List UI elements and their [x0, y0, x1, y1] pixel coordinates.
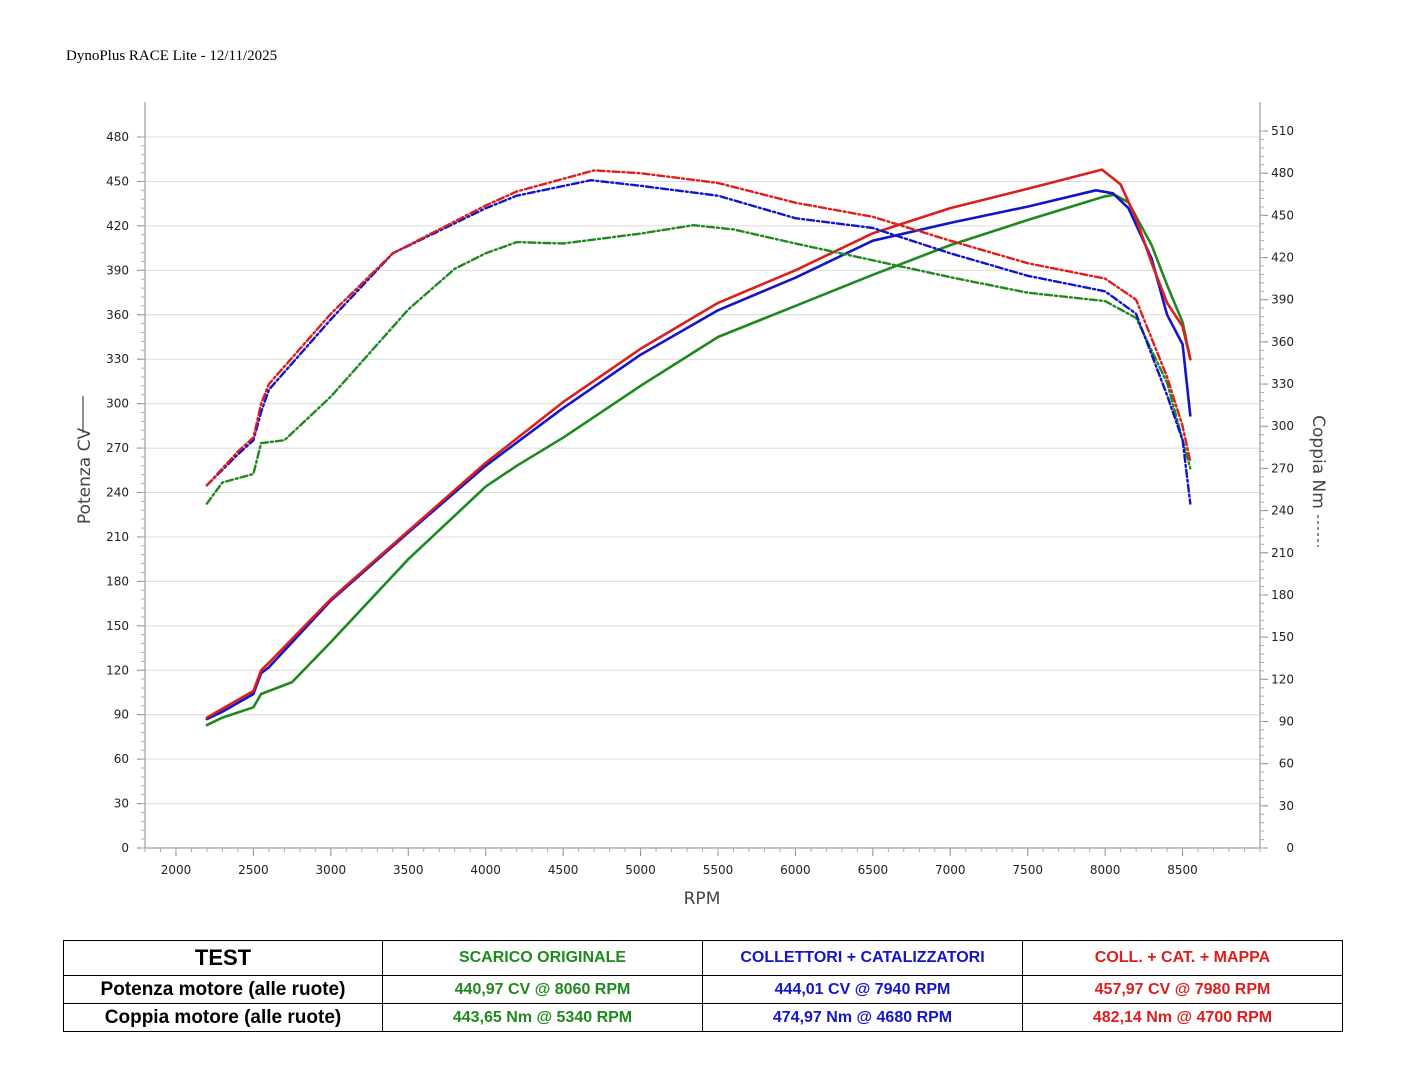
cell-coppia-green: 443,65 Nm @ 5340 RPM	[382, 1003, 703, 1032]
right-tick-label: 450	[1271, 208, 1294, 222]
right-tick-label: 0	[1286, 841, 1294, 855]
cell-potenza-blue: 444,01 CV @ 7940 RPM	[702, 975, 1023, 1004]
grid-lines	[145, 136, 1260, 805]
left-tick-label: 90	[114, 708, 129, 722]
right-tick-label: 510	[1271, 124, 1294, 138]
left-tick-label: 240	[106, 486, 129, 500]
series-line-3	[205, 223, 1192, 505]
series-line-4	[205, 178, 1192, 505]
series-line-5	[205, 169, 1192, 487]
right-tick-label: 60	[1279, 757, 1294, 771]
header-collettori-catalizzatori: COLLETTORI + CATALIZZATORI	[702, 940, 1023, 976]
x-tick-label: 6000	[780, 863, 811, 877]
left-tick-label: 210	[106, 530, 129, 544]
right-tick-label: 390	[1271, 293, 1294, 307]
tick-labels: 0306090120150180210240270300330360390420…	[106, 124, 1294, 877]
dyno-chart: 0306090120150180210240270300330360390420…	[75, 102, 1328, 909]
left-tick-label: 420	[106, 219, 129, 233]
left-axis-title: Potenza CV	[75, 428, 95, 525]
right-tick-label: 240	[1271, 504, 1294, 518]
left-tick-label: 120	[106, 663, 129, 677]
right-tick-label: 90	[1279, 714, 1294, 728]
left-tick-label: 60	[114, 752, 129, 766]
x-tick-label: 6500	[858, 863, 889, 877]
left-tick-label: 390	[106, 263, 129, 277]
right-tick-label: 270	[1271, 461, 1294, 475]
table-row: Potenza motore (alle ruote) 440,97 CV @ …	[63, 975, 1343, 1004]
x-tick-label: 7000	[935, 863, 966, 877]
x-tick-label: 4000	[470, 863, 501, 877]
x-tick-label: 5500	[703, 863, 734, 877]
right-tick-label: 300	[1271, 419, 1294, 433]
right-tick-label: 330	[1271, 377, 1294, 391]
series-line-2	[205, 168, 1192, 719]
x-tick-label: 4500	[548, 863, 579, 877]
header-coll-cat-mappa: COLL. + CAT. + MAPPA	[1022, 940, 1343, 976]
row-label-potenza: Potenza motore (alle ruote)	[63, 975, 383, 1004]
x-tick-label: 8500	[1167, 863, 1198, 877]
results-table: TEST SCARICO ORIGINALE COLLETTORI + CATA…	[63, 940, 1343, 1032]
series-line-1	[205, 189, 1192, 721]
right-tick-label: 420	[1271, 251, 1294, 265]
left-tick-label: 300	[106, 397, 129, 411]
x-tick-label: 3500	[393, 863, 424, 877]
left-tick-label: 360	[106, 308, 129, 322]
cell-coppia-red: 482,14 Nm @ 4700 RPM	[1022, 1003, 1343, 1032]
axes	[137, 102, 1268, 856]
cell-coppia-blue: 474,97 Nm @ 4680 RPM	[702, 1003, 1023, 1032]
x-tick-label: 3000	[316, 863, 347, 877]
header-test: TEST	[63, 940, 383, 976]
x-tick-label: 5000	[625, 863, 656, 877]
cell-potenza-red: 457,97 CV @ 7980 RPM	[1022, 975, 1343, 1004]
left-tick-label: 450	[106, 174, 129, 188]
right-tick-label: 30	[1279, 799, 1294, 813]
cell-potenza-green: 440,97 CV @ 8060 RPM	[382, 975, 703, 1004]
report-header: DynoPlus RACE Lite - 12/11/2025	[66, 48, 278, 64]
right-tick-label: 180	[1271, 588, 1294, 602]
left-tick-label: 150	[106, 619, 129, 633]
table-header-row: TEST SCARICO ORIGINALE COLLETTORI + CATA…	[63, 940, 1343, 976]
right-tick-label: 210	[1271, 546, 1294, 560]
left-tick-label: 480	[106, 130, 129, 144]
left-tick-label: 180	[106, 574, 129, 588]
left-tick-label: 330	[106, 352, 129, 366]
series-lines	[205, 168, 1192, 727]
right-tick-label: 360	[1271, 335, 1294, 349]
header-scarico-originale: SCARICO ORIGINALE	[382, 940, 703, 976]
left-tick-label: 0	[121, 841, 129, 855]
right-axis-title: Coppia Nm	[1308, 415, 1328, 509]
table-row: Coppia motore (alle ruote) 443,65 Nm @ 5…	[63, 1003, 1343, 1032]
left-tick-label: 270	[106, 441, 129, 455]
x-axis-title: RPM	[684, 889, 721, 909]
x-tick-label: 8000	[1090, 863, 1121, 877]
right-tick-label: 480	[1271, 166, 1294, 180]
x-tick-label: 2000	[161, 863, 192, 877]
row-label-coppia: Coppia motore (alle ruote)	[63, 1003, 383, 1032]
x-tick-label: 2500	[238, 863, 269, 877]
series-line-0	[205, 193, 1192, 727]
right-tick-label: 120	[1271, 672, 1294, 686]
right-tick-label: 150	[1271, 630, 1294, 644]
x-tick-label: 7500	[1012, 863, 1043, 877]
left-tick-label: 30	[114, 797, 129, 811]
